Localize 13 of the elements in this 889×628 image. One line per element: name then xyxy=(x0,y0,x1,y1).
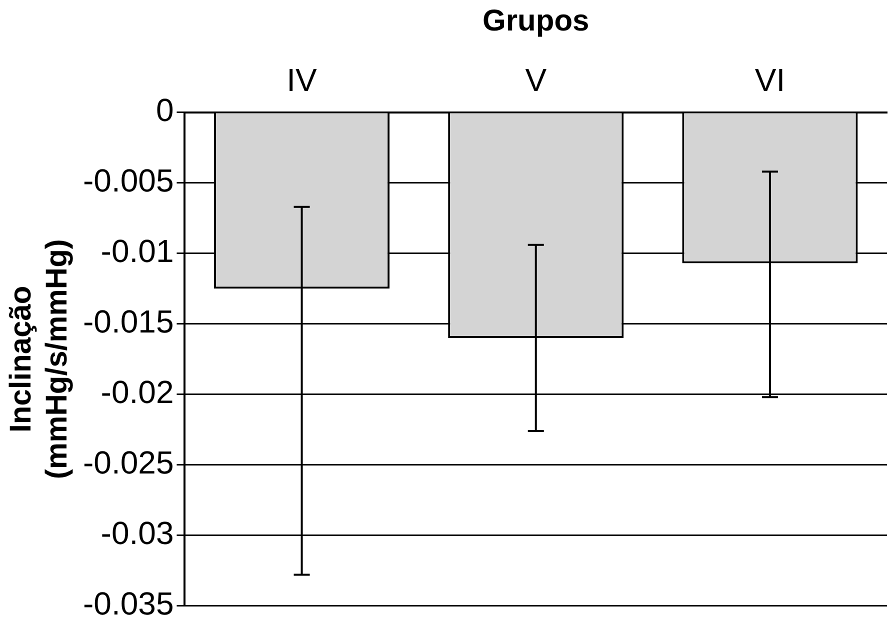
y-tick-label: -0.005 xyxy=(83,162,174,199)
x-tick-label: V xyxy=(525,62,548,98)
y-tick-label: -0.02 xyxy=(100,374,174,410)
y-tick-label: 0 xyxy=(156,92,174,128)
x-tick-label: IV xyxy=(286,62,318,98)
y-tick-label: -0.03 xyxy=(100,515,174,552)
y-tick-label: -0.01 xyxy=(100,233,174,270)
x-tick-label: VI xyxy=(754,62,786,98)
y-tick-label: -0.035 xyxy=(83,586,174,622)
y-axis-title: Inclinação (mmHg/s/mmHg) xyxy=(4,239,74,480)
x-axis-title: Grupos xyxy=(482,4,590,38)
y-tick-label: -0.015 xyxy=(83,304,174,340)
y-tick-label: -0.025 xyxy=(83,444,174,481)
